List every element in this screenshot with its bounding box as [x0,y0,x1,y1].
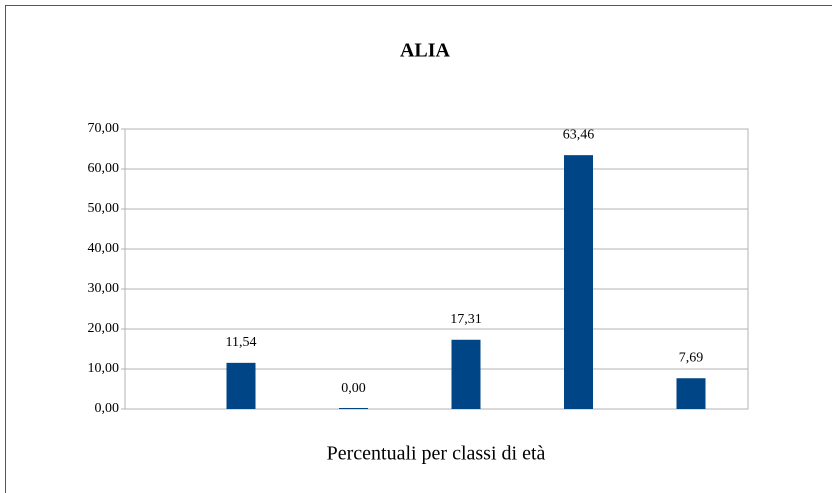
y-tick-label: 50,00 [88,201,120,216]
plot-border [124,128,749,410]
value-label: 7,69 [679,350,704,365]
y-tick-label: 10,00 [88,361,120,376]
y-tick-label: 40,00 [88,241,120,256]
value-label: 11,54 [226,335,257,350]
bar [451,339,481,409]
value-label: 63,46 [563,127,595,142]
bar [339,408,368,409]
y-tick-label: 0,00 [95,401,120,416]
bar [226,362,256,409]
chart-title: ALIA [400,40,451,62]
value-label: 17,31 [450,312,482,327]
y-tick-label: 20,00 [88,321,120,336]
y-tick-label: 70,00 [88,121,120,136]
y-tick-label: 60,00 [88,161,120,176]
value-label: 0,00 [341,381,366,396]
y-tick-label: 30,00 [88,281,120,296]
x-axis-label: Percentuali per classi di età [327,443,546,465]
bar [564,155,593,409]
bar [676,378,706,409]
